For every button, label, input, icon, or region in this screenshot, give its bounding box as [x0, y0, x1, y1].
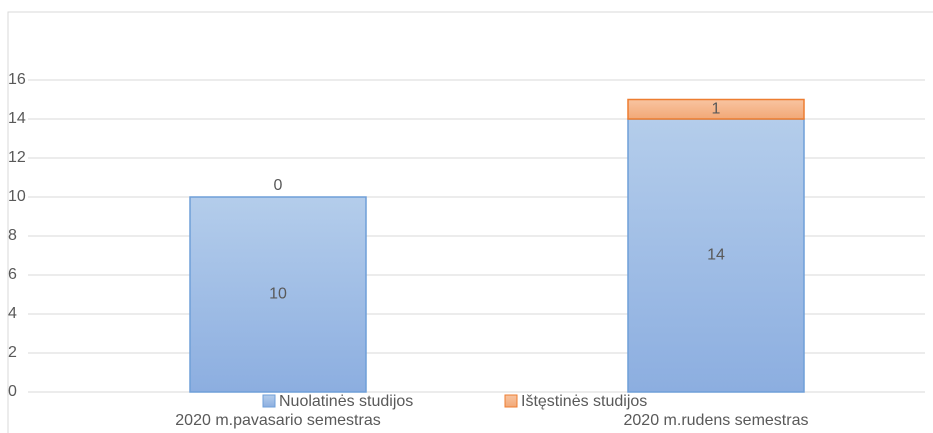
y-tick-label: 6 [8, 266, 17, 283]
y-tick-label: 14 [8, 110, 26, 127]
bar-segment [627, 98, 805, 120]
y-tick-label: 0 [8, 383, 17, 400]
bar-segment [627, 118, 805, 393]
chart-border [7, 11, 933, 433]
y-tick-label: 2 [8, 344, 17, 361]
y-tick-label: 16 [8, 71, 26, 88]
y-tick-label: 12 [8, 149, 26, 166]
legend-label: Nuolatinės studijos [279, 393, 413, 410]
data-label: 0 [274, 177, 283, 194]
x-tick-label: 2020 m.pavasario semestras [175, 412, 380, 429]
y-tick-label: 4 [8, 305, 17, 322]
legend-swatch [504, 394, 518, 408]
y-tick-label: 8 [8, 227, 17, 244]
legend-swatch [262, 394, 276, 408]
bar-segment [189, 196, 367, 393]
data-label: 1 [712, 100, 721, 117]
y-tick-label: 10 [8, 188, 26, 205]
data-label: 10 [269, 286, 287, 303]
legend-label: Ištęstinės studijos [521, 393, 647, 410]
x-tick-label: 2020 m.rudens semestras [624, 412, 809, 429]
data-label: 14 [707, 247, 725, 264]
